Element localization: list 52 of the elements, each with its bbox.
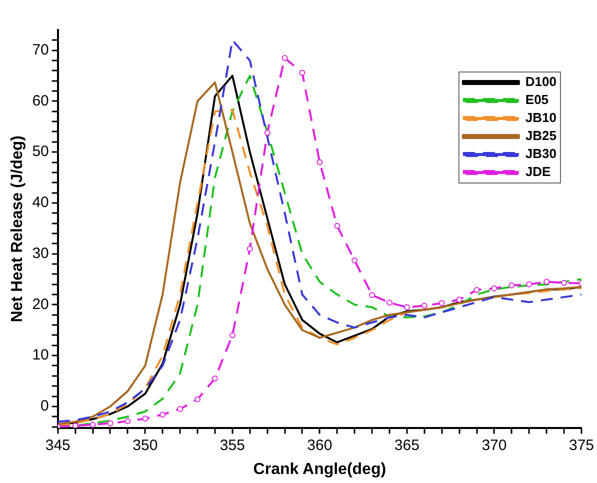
point [352, 257, 358, 264]
y-tick-label: 70 [32, 41, 49, 58]
point [160, 412, 166, 418]
point [386, 300, 392, 306]
point [334, 222, 340, 229]
y-tick-label: 30 [32, 244, 49, 262]
point [561, 280, 568, 286]
y-tick-label: 20 [32, 296, 49, 313]
legend-label: D100 [525, 74, 556, 90]
point [212, 375, 218, 382]
x-tick-label: 360 [307, 436, 332, 454]
point [142, 416, 148, 422]
point [177, 406, 184, 412]
y-tick-label: 60 [32, 92, 49, 110]
point [491, 285, 498, 292]
point [369, 292, 376, 298]
point [90, 422, 96, 428]
point [456, 296, 462, 303]
point [421, 302, 428, 309]
y-tick-label: 0 [40, 398, 49, 415]
y-tick-label: 40 [32, 194, 49, 212]
point [474, 286, 480, 293]
point [72, 422, 78, 428]
x-tick-label: 365 [394, 436, 420, 454]
point [316, 159, 323, 166]
x-tick-label: 350 [132, 436, 158, 454]
point [544, 278, 550, 285]
y-tick-label: 50 [32, 143, 49, 160]
point [438, 300, 445, 306]
legend-label: JB30 [525, 146, 556, 162]
legend-label: JB10 [525, 110, 556, 126]
point [246, 246, 253, 252]
point [282, 54, 288, 61]
point [107, 420, 114, 426]
x-tick-label: 370 [482, 436, 507, 454]
x-tick-label: 355 [220, 436, 245, 454]
legend-label: JB25 [525, 128, 556, 144]
legend-label: E05 [525, 92, 549, 108]
legend-label: JDE [525, 164, 552, 180]
point [229, 332, 236, 338]
x-tick-label: 345 [45, 436, 70, 454]
x-tick-label: 375 [568, 436, 594, 454]
point [124, 418, 131, 424]
point [404, 304, 410, 310]
y-axis-title: Net Heat Release (J/deg) [9, 136, 26, 322]
point [194, 396, 201, 402]
y-tick-label: 10 [32, 346, 49, 364]
point [299, 70, 306, 76]
point [526, 281, 532, 288]
point [264, 130, 270, 136]
x-axis-title: Crank Angle(deg) [253, 460, 386, 478]
point [508, 282, 515, 288]
